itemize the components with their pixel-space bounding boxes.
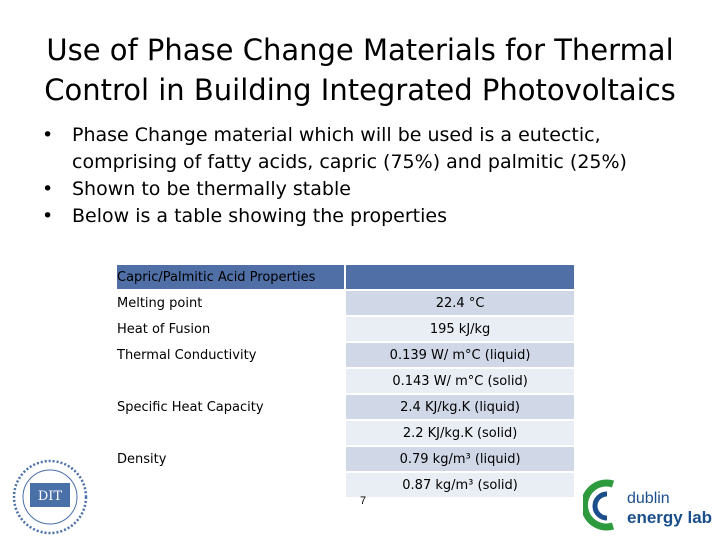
del-line-1: dublin (627, 490, 670, 507)
dit-seal-ring (12, 459, 88, 535)
properties-table: Capric/Palmitic Acid Properties Melting … (117, 263, 574, 497)
del-line-2: energy lab. (627, 508, 713, 527)
table-row: 2.2 KJ/kg.K (solid) (117, 419, 574, 446)
table-row: Thermal Conductivity 0.139 W/ m°C (liqui… (117, 341, 574, 368)
bullet-glyph: • (42, 205, 54, 227)
table-row: Heat of Fusion 195 kJ/kg (117, 315, 574, 342)
title-line-2: Control in Building Integrated Photovolt… (44, 73, 676, 107)
bullet-text: Shown to be thermally stable (72, 178, 351, 200)
dit-seal-text: DIT (38, 489, 63, 504)
value-cell: 0.139 W/ m°C (liquid) (344, 341, 574, 368)
dublin-energy-lab-logo: dublin energy lab. (583, 479, 713, 531)
property-cell (117, 471, 346, 497)
property-cell: Density (117, 445, 346, 472)
bullet-list: • Phase Change material which will be use… (40, 122, 700, 230)
value-cell: 2.2 KJ/kg.K (solid) (344, 419, 574, 446)
page-number: 7 (360, 495, 367, 507)
bullet-text: Phase Change material which will be used… (72, 124, 627, 173)
value-cell: 195 kJ/kg (344, 315, 574, 342)
dit-seal-inner-ring (22, 469, 78, 525)
value-cell: 0.79 kg/m³ (liquid) (344, 445, 574, 472)
table-row: Density 0.79 kg/m³ (liquid) (117, 445, 574, 472)
bullet-text: Below is a table showing the properties (72, 205, 447, 227)
table-row: 0.87 kg/m³ (solid) (117, 471, 574, 497)
value-cell: 22.4 °C (344, 289, 574, 316)
bullet-item: • Phase Change material which will be use… (40, 122, 700, 176)
del-inner-swoosh-icon (592, 491, 608, 521)
property-cell (117, 367, 346, 394)
dit-logo: DIT (12, 459, 88, 535)
table-header-cell: Capric/Palmitic Acid Properties (117, 263, 346, 290)
table-row: Melting point 22.4 °C (117, 289, 574, 316)
table-row: 0.143 W/ m°C (solid) (117, 367, 574, 394)
table-header-value-cell (344, 263, 574, 290)
table-header-row: Capric/Palmitic Acid Properties (117, 263, 574, 290)
del-swoosh-icon (583, 479, 615, 531)
bullet-item: • Below is a table showing the properties (40, 203, 700, 230)
table-row: Specific Heat Capacity 2.4 KJ/kg.K (liqu… (117, 393, 574, 420)
property-cell: Heat of Fusion (117, 315, 346, 342)
bullet-glyph: • (42, 178, 54, 200)
title-line-1: Use of Phase Change Materials for Therma… (46, 33, 674, 67)
bullet-item: • Shown to be thermally stable (40, 176, 700, 203)
value-cell: 2.4 KJ/kg.K (liquid) (344, 393, 574, 420)
property-cell (117, 419, 346, 446)
dit-seal-plate (30, 483, 70, 507)
slide-title: Use of Phase Change Materials for Therma… (0, 30, 720, 110)
property-cell: Melting point (117, 289, 346, 316)
property-cell: Thermal Conductivity (117, 341, 346, 368)
bullet-glyph: • (42, 124, 54, 146)
value-cell: 0.143 W/ m°C (solid) (344, 367, 574, 394)
value-cell: 0.87 kg/m³ (solid) (344, 471, 574, 497)
property-cell: Specific Heat Capacity (117, 393, 346, 420)
